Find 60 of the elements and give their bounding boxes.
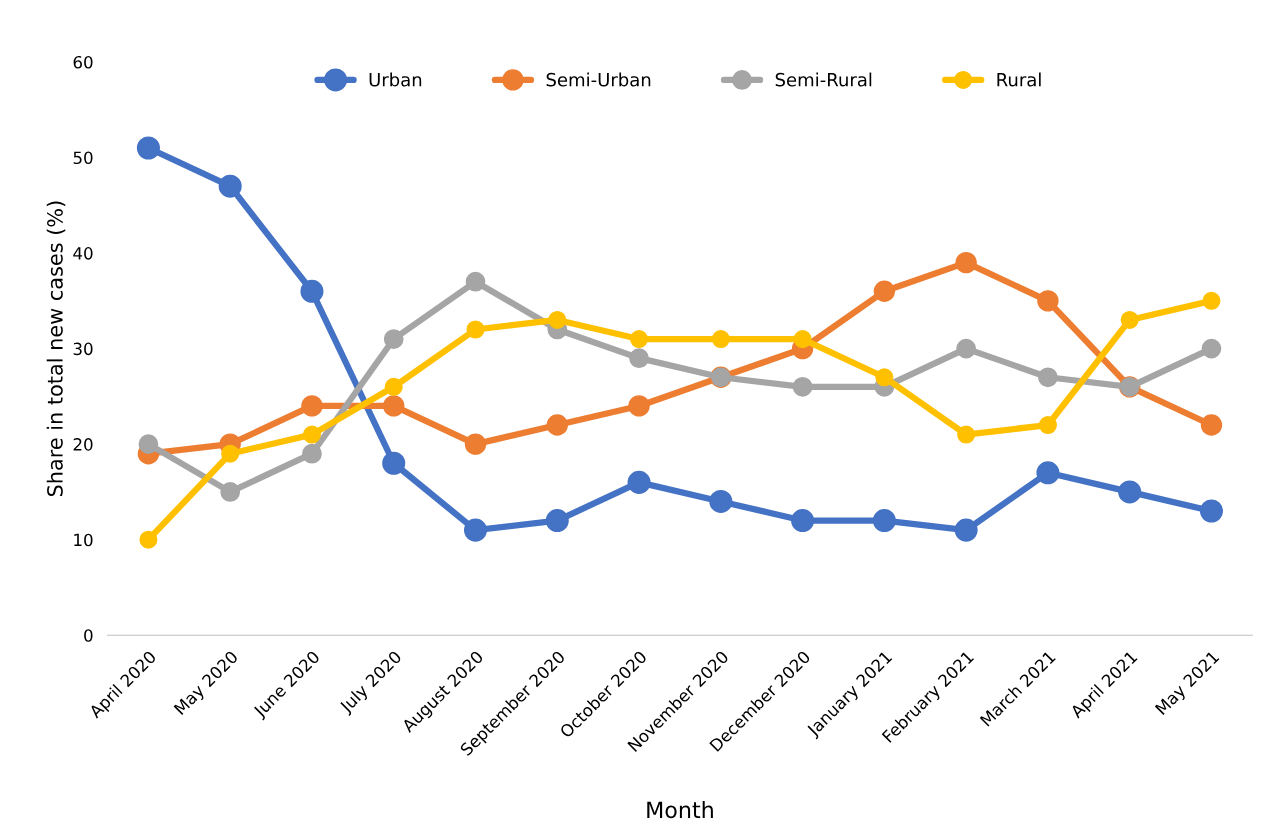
point — [791, 509, 815, 533]
point — [957, 425, 976, 444]
point — [1201, 338, 1222, 359]
point — [627, 470, 651, 494]
point — [793, 330, 812, 349]
point — [1200, 414, 1223, 436]
point — [384, 377, 403, 396]
point — [139, 530, 158, 549]
legend-label: Semi-Rural — [775, 72, 872, 87]
y-axis-title: Share in total new cases (%) — [46, 201, 66, 497]
point — [709, 489, 733, 513]
point — [1036, 461, 1060, 485]
point — [221, 444, 240, 463]
point — [301, 395, 323, 417]
point — [548, 310, 567, 329]
y-tick-label: 40 — [73, 247, 93, 260]
point — [1120, 310, 1139, 329]
point — [220, 482, 241, 502]
y-tick-label: 50 — [73, 151, 93, 165]
point — [1038, 367, 1058, 388]
point — [546, 414, 568, 436]
y-tick-label: 30 — [73, 342, 93, 356]
point — [138, 434, 159, 455]
point — [136, 136, 160, 160]
legend-label: Urban — [369, 72, 422, 87]
point — [956, 338, 977, 359]
point — [1118, 480, 1142, 504]
y-tick-label: 10 — [74, 533, 93, 547]
point — [382, 451, 406, 475]
point — [383, 395, 405, 417]
point — [383, 329, 404, 349]
point — [1202, 291, 1221, 310]
point — [630, 330, 649, 349]
point — [629, 348, 649, 369]
point — [792, 376, 813, 397]
point — [464, 433, 487, 455]
point — [628, 395, 650, 417]
point — [873, 280, 896, 302]
point — [545, 509, 569, 533]
y-tick-label: 60 — [73, 55, 93, 69]
x-axis-title: Month — [647, 801, 713, 819]
point — [711, 330, 730, 349]
point — [1038, 416, 1057, 435]
point — [300, 279, 324, 303]
point — [1037, 290, 1059, 312]
point — [463, 518, 488, 542]
point — [872, 509, 896, 533]
point — [954, 518, 978, 542]
point — [465, 271, 486, 292]
point — [875, 368, 894, 387]
legend-label: Semi-Urban — [546, 72, 651, 87]
point — [302, 443, 322, 464]
point — [1199, 499, 1223, 523]
legend-label: Rural — [997, 72, 1041, 87]
point — [218, 174, 242, 198]
y-tick-label: 0 — [84, 629, 93, 642]
point — [955, 251, 977, 274]
point — [302, 425, 321, 444]
point — [466, 320, 485, 339]
y-tick-label: 20 — [73, 438, 93, 451]
